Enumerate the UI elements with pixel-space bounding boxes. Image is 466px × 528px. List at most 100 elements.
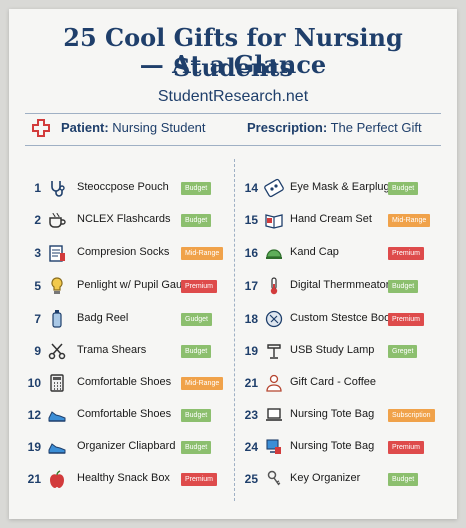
cap-icon <box>266 249 282 259</box>
lightbulb-icon <box>51 277 63 294</box>
gift-number: 15 <box>244 213 258 227</box>
price-badge: Subscription <box>388 409 435 422</box>
column-divider <box>234 159 236 501</box>
gift-label: NCLEX Flashcards <box>77 213 171 225</box>
patient-label: Patient: <box>61 120 109 135</box>
gift-label: Organizer Cliapbard <box>77 440 176 452</box>
right-gift-item-2: 15 Hand Cream Set Mid-Range <box>240 208 445 232</box>
left-gift-item-6: 9 Trama Shears Budget <box>23 339 228 363</box>
left-gift-item-9: 19 Organizer Cliapbard Budget <box>23 435 228 459</box>
laptop-icon <box>266 408 282 421</box>
right-gift-item-9: 24 Nursing Tote Bag Premium <box>240 435 445 459</box>
gift-label: Compresion Socks <box>77 246 170 258</box>
open-book-icon <box>265 214 283 229</box>
gift-number: 3 <box>34 246 41 260</box>
right-gift-item-8: 23 Nursing Tote Bag Subscription <box>240 403 445 427</box>
right-gift-item-1: 14 Eye Mask & Earplugs Budget <box>240 176 445 200</box>
right-gift-item-7: 21 Gift Card - Coffee <box>240 371 445 395</box>
computer-icon <box>266 439 281 454</box>
sneaker-icon <box>48 411 66 422</box>
price-badge: Gudget <box>181 313 212 326</box>
header-rule-top <box>25 113 441 114</box>
price-badge: Premium <box>181 473 218 486</box>
medical-cross-icon <box>32 119 50 137</box>
lamp-icon <box>267 344 281 359</box>
left-gift-item-5: 7 Badg Reel Gudget <box>23 307 228 331</box>
gift-label: Hand Cream Set <box>290 213 372 225</box>
price-badge: Budget <box>181 214 212 227</box>
gift-label: Key Organizer <box>290 472 361 484</box>
prescription-value: The Perfect Gift <box>330 120 422 135</box>
price-badge: Premium <box>181 280 218 293</box>
patient-value: Nursing Student <box>112 120 206 135</box>
gift-label: Trama Shears <box>77 344 147 356</box>
gift-label: Steoccpose Pouch <box>77 181 169 193</box>
gift-label: Eye Mask & Earplugs <box>290 181 396 193</box>
price-badge: Mid-Range <box>388 214 431 227</box>
left-gift-item-3: 3 Compresion Socks Mid-Range <box>23 241 228 265</box>
sneaker-icon <box>48 443 66 454</box>
price-badge: Premium <box>388 441 425 454</box>
price-badge: Greget <box>388 345 418 358</box>
gift-number: 24 <box>244 440 258 454</box>
gift-number: 19 <box>244 344 258 358</box>
gift-label: Healthy Snack Box <box>77 472 170 484</box>
gift-number: 23 <box>244 408 258 422</box>
gift-label: USB Study Lamp <box>290 344 375 356</box>
gift-number: 5 <box>34 279 41 293</box>
patient-field: Patient: Nursing Student <box>61 120 206 136</box>
stethoscope-book-icon <box>265 310 283 328</box>
apple-icon <box>50 470 64 488</box>
right-gift-item-4: 17 Digital Thermmeator Budget <box>240 274 445 298</box>
price-badge: Budget <box>388 280 419 293</box>
right-gift-item-3: 16 Kand Cap Premium <box>240 241 445 265</box>
gift-label: Digital Thermmeator <box>290 279 390 291</box>
stethoscope-icon <box>51 181 65 197</box>
price-badge: Budget <box>388 182 419 195</box>
left-gift-item-7: 10 Comfortable Shoes Mid-Range <box>23 371 228 395</box>
price-badge: Mid-Range <box>181 377 224 390</box>
left-gift-item-4: 5 Penlight w/ Pupil Gauge Premium <box>23 274 228 298</box>
gift-label: Nursing Tote Bag <box>290 440 375 452</box>
scissors-icon <box>48 343 66 360</box>
price-badge: Budget <box>181 441 212 454</box>
page-title-line-2: — At a Glance <box>139 50 327 79</box>
gift-label: Gift Card - Coffee <box>290 376 376 388</box>
gift-number: 16 <box>244 246 258 260</box>
gift-label: Comfortable Shoes <box>77 376 172 388</box>
left-gift-item-10: 21 Healthy Snack Box Premium <box>23 467 228 491</box>
eye-mask-icon <box>264 178 284 198</box>
gift-label: Custom Stestce Book <box>290 312 396 324</box>
gift-number: 25 <box>244 472 258 486</box>
gift-label: Kand Cap <box>290 246 339 258</box>
right-gift-item-5: 18 Custom Stestce Book Premium <box>240 307 445 331</box>
right-gift-item-6: 19 USB Study Lamp Greget <box>240 339 445 363</box>
gift-label: Comfortable Shoes <box>77 408 172 420</box>
gift-number: 18 <box>244 312 258 326</box>
bottle-icon <box>52 310 62 328</box>
left-gift-item-8: 12 Comfortable Shoes Budget <box>23 403 228 427</box>
book-icon <box>49 245 65 262</box>
price-badge: Budget <box>388 473 419 486</box>
price-badge: Premium <box>388 313 425 326</box>
gift-number: 10 <box>27 376 41 390</box>
price-badge: Premium <box>388 247 425 260</box>
key-icon <box>267 470 281 486</box>
gift-number: 14 <box>244 181 258 195</box>
gift-label: Penlight w/ Pupil Gauge <box>77 279 195 291</box>
gift-label: Nursing Tote Bag <box>290 408 375 420</box>
gift-number: 12 <box>27 408 41 422</box>
coffee-cup-icon <box>49 212 66 228</box>
prescription-label: Prescription: <box>247 120 328 135</box>
person-icon <box>266 374 282 392</box>
gift-number: 21 <box>244 376 258 390</box>
left-gift-item-1: 1 Steoccpose Pouch Budget <box>23 176 228 200</box>
gift-number: 17 <box>244 279 258 293</box>
gift-number: 2 <box>34 213 41 227</box>
gift-number: 9 <box>34 344 41 358</box>
left-gift-item-2: 2 NCLEX Flashcards Budget <box>23 208 228 232</box>
price-badge: Budget <box>181 345 212 358</box>
gift-label: Badg Reel <box>77 312 129 324</box>
right-gift-item-10: 25 Key Organizer Budget <box>240 467 445 491</box>
thermometer-icon <box>270 277 278 295</box>
